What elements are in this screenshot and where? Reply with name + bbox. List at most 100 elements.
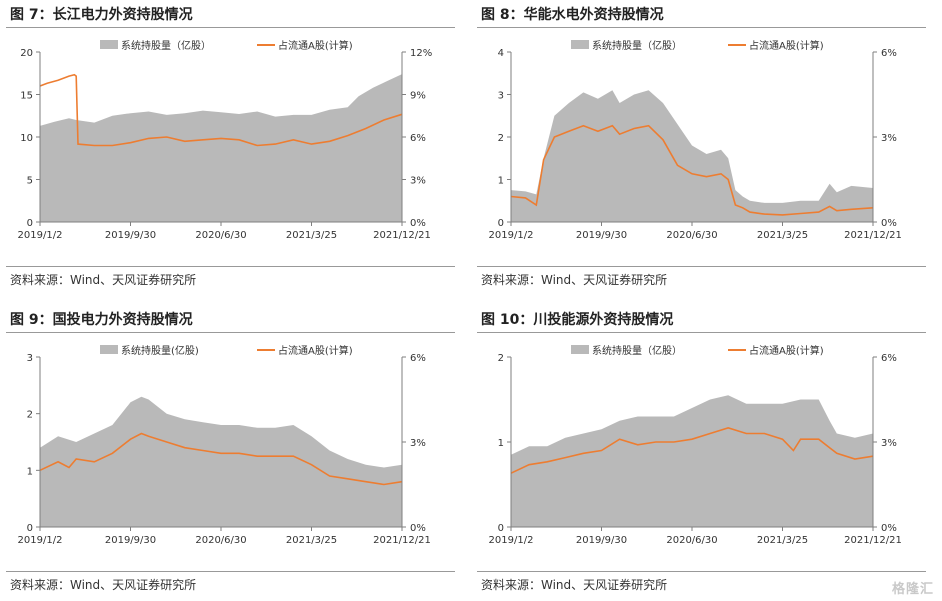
legend-swatch-area [100,345,118,354]
y-tick-label: 15 [20,91,33,102]
legend-label: 占流通A股(计算) [278,344,353,357]
legend-label: 系统持股量（亿股） [121,39,211,52]
series-line [510,124,874,216]
series-line [39,432,403,486]
chart-panel-2: 图 8：华能水电外资持股情况 系统持股量（亿股） 占流通A股(计算) 0 1 2 3 4 0%… [471,0,932,296]
source-divider [6,266,455,267]
series-line [39,73,403,147]
legend-swatch-area [571,40,589,49]
series-area [511,395,873,527]
x-tick-label: 2021/12/21 [373,535,431,546]
y-tick-label: 0 [27,523,33,534]
y-tick-label: 4 [498,48,504,59]
legend-label: 系统持股量(亿股) [121,344,199,357]
legend-swatch-area [100,40,118,49]
chart-svg: 系统持股量（亿股） 占流通A股(计算) 0 5 10 15 20 0% 3% 6% 9% 12% 201… [18,39,433,241]
x-tick-label: 2021/3/25 [286,230,337,241]
chart-title: 图 7：长江电力外资持股情况 [10,7,193,23]
y-tick-label: 2 [498,133,504,144]
series-area [511,90,873,222]
legend: 系统持股量（亿股） 占流通A股(计算) [571,344,824,357]
legend: 系统持股量（亿股） 占流通A股(计算) [100,39,353,52]
source-divider [477,266,926,267]
x-tick-label: 2020/6/30 [195,535,246,546]
y-tick-label-right: 0% [881,523,897,534]
source-divider [477,571,926,572]
y-tick-label-right: 3% [410,438,426,449]
x-tick-label: 2021/3/25 [286,535,337,546]
y-tick-label: 1 [27,466,33,477]
x-tick-label: 2021/12/21 [844,230,902,241]
x-tick-label: 2020/6/30 [666,230,717,241]
legend-label: 系统持股量（亿股） [592,39,682,52]
x-tick-label: 2019/1/2 [489,230,534,241]
y-tick-label-right: 3% [881,133,897,144]
x-tick-label: 2020/6/30 [666,535,717,546]
source-note: 资料来源：Wind、天风证券研究所 [10,273,197,287]
x-tick-label: 2019/9/30 [105,535,156,546]
series-line [510,426,874,474]
y-tick-label: 5 [27,176,33,187]
legend-label: 占流通A股(计算) [749,344,824,357]
x-tick-label: 2021/12/21 [844,535,902,546]
y-tick-label: 1 [498,176,504,187]
chart-title: 图 8：华能水电外资持股情况 [481,7,664,23]
y-tick-label: 10 [20,133,33,144]
legend-label: 占流通A股(计算) [749,39,824,52]
title-divider [6,27,455,28]
x-tick-label: 2019/1/2 [18,535,63,546]
y-tick-label-right: 6% [881,48,897,59]
x-tick-label: 2019/9/30 [576,230,627,241]
source-note: 资料来源：Wind、天风证券研究所 [481,578,668,592]
y-tick-label-right: 0% [881,218,897,229]
x-tick-label: 2021/12/21 [373,230,431,241]
title-divider [477,332,926,333]
x-tick-label: 2019/1/2 [18,230,63,241]
y-tick-label: 20 [20,48,33,59]
legend-swatch-area [571,345,589,354]
chart-panel-1: 图 7：长江电力外资持股情况 系统持股量（亿股） 占流通A股(计算) 0 5 10 15 2… [0,0,461,296]
series-area [40,396,402,527]
y-tick-label-right: 6% [410,353,426,364]
y-tick-label: 0 [27,218,33,229]
x-tick-label: 2019/9/30 [576,535,627,546]
x-tick-label: 2021/3/25 [757,535,808,546]
source-note: 资料来源：Wind、天风证券研究所 [481,273,668,287]
y-tick-label: 0 [498,218,504,229]
source-divider [6,571,455,572]
chart-panel-4: 图 10：川投能源外资持股情况 系统持股量（亿股） 占流通A股(计算) 0 1 2 0% 3… [471,305,932,601]
y-tick-label-right: 6% [410,133,426,144]
y-tick-label: 3 [498,91,504,102]
series-area [40,74,402,222]
chart-panel-3: 图 9：国投电力外资持股情况 系统持股量(亿股) 占流通A股(计算) 0 1 2 3 0% 3… [0,305,461,601]
y-tick-label: 2 [498,353,504,364]
title-divider [6,332,455,333]
legend: 系统持股量（亿股） 占流通A股(计算) [571,39,824,52]
legend-label: 系统持股量（亿股） [592,344,682,357]
x-tick-label: 2019/1/2 [489,535,534,546]
y-tick-label-right: 0% [410,523,426,534]
y-tick-label-right: 9% [410,91,426,102]
chart-title: 图 9：国投电力外资持股情况 [10,312,193,328]
watermark-logo: 格隆汇 [891,582,934,597]
x-tick-label: 2019/9/30 [105,230,156,241]
y-tick-label: 2 [27,410,33,421]
y-tick-label-right: 0% [410,218,426,229]
legend: 系统持股量(亿股) 占流通A股(计算) [100,344,353,357]
x-tick-label: 2020/6/30 [195,230,246,241]
y-tick-label: 1 [498,438,504,449]
y-tick-label-right: 3% [881,438,897,449]
chart-svg: 系统持股量(亿股) 占流通A股(计算) 0 1 2 3 0% 3% 6% 2019/1/2 2019… [18,344,431,546]
chart-svg: 系统持股量（亿股） 占流通A股(计算) 0 1 2 3 4 0% 3% 6% 2019/1/2 201… [489,39,902,241]
x-tick-label: 2021/3/25 [757,230,808,241]
y-tick-label-right: 12% [410,48,432,59]
y-tick-label: 3 [27,353,33,364]
source-note: 资料来源：Wind、天风证券研究所 [10,578,197,592]
y-tick-label: 0 [498,523,504,534]
title-divider [477,27,926,28]
y-tick-label-right: 3% [410,176,426,187]
chart-svg: 系统持股量（亿股） 占流通A股(计算) 0 1 2 0% 3% 6% 2019/1/2 2019/… [489,344,902,546]
legend-label: 占流通A股(计算) [278,39,353,52]
y-tick-label-right: 6% [881,353,897,364]
chart-title: 图 10：川投能源外资持股情况 [481,312,674,328]
